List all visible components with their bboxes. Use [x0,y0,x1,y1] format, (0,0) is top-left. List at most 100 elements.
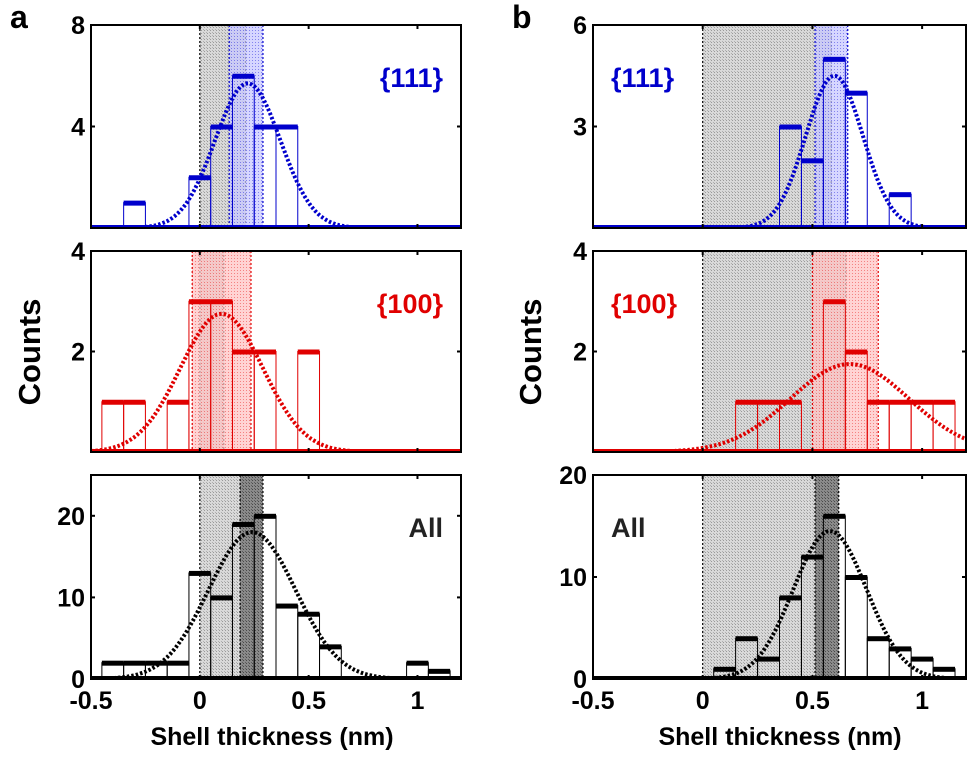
gaussian-fit-curve [91,530,461,679]
y-tick-label: 4 [573,238,587,266]
x-tick-label: 0.5 [291,687,326,715]
y-tick-label: 20 [559,462,587,490]
histogram-bar-cap [123,660,146,666]
histogram-bar-cap [101,399,124,405]
histogram-bar-cap [713,666,736,672]
x-tick-label: -0.5 [69,687,112,715]
subplot-b-111: 3 6 {111} [573,12,967,229]
x-axis-title-a: Shell thickness (nm) [150,723,393,751]
facet-label: All [611,513,646,543]
histogram-bar-cap [145,660,168,666]
histogram-bar-cap [823,513,846,519]
band-dark [240,475,263,679]
x-tick-label: 1 [411,687,425,715]
x-tick-label: 1 [915,687,929,715]
y-tick-label: 6 [573,12,587,40]
y-tick-label: 2 [573,339,587,367]
histogram-bar-cap [845,90,868,96]
y-tick-label: 4 [71,238,85,266]
y-tick-label: 20 [57,503,85,531]
histogram-bar-cap [276,603,298,609]
histogram-bar [888,401,912,452]
histogram-bar-cap [735,636,758,642]
histogram-bar-cap [254,349,276,355]
gaussian-fit-curve [91,311,461,452]
subplot-b-100: 2 4 {100} [573,238,967,453]
facet-label: {111} [611,63,675,93]
histogram-bar-cap [779,124,802,130]
histogram-bar [123,202,146,228]
histogram-bar-cap [167,660,189,666]
plot-area-b-111 [593,25,966,228]
y-tick-label: 2 [71,339,85,367]
histogram-bar-cap [319,644,342,650]
histogram-bar-cap [210,124,233,130]
histogram-bar-cap [232,73,255,79]
histogram-bar-cap [779,399,802,405]
histogram-bar [275,605,299,679]
y-tick-label: 3 [573,114,587,142]
histogram-bar [123,401,146,452]
histogram-bar-cap [911,656,934,662]
histogram-bar-cap [933,666,956,672]
y-tick-label: 0 [573,666,587,694]
histogram-bar-cap [232,349,255,355]
histogram-bar-cap [823,56,846,62]
facet-label: {100} [377,289,444,319]
subplot-a-100: 2 4 {100} [71,238,462,453]
histogram-bar-cap [254,124,276,130]
facet-label: All [408,513,443,543]
plot-area-b-all [593,475,966,679]
histogram-bar-cap [123,399,146,405]
histogram-bar [253,351,277,452]
facet-label: {111} [380,63,444,93]
histogram-bar [319,645,342,679]
y-tick-label: 8 [71,12,85,40]
histogram-bar-cap [801,554,824,560]
panel-letter-a: a [10,0,28,35]
y-tick-label: 10 [57,584,85,612]
histogram-bar-cap [123,200,146,206]
gaussian-fit-curve [593,73,966,228]
histogram-bar [166,401,190,452]
band-dark [815,475,839,679]
y-axis-title-a: Counts [12,299,47,406]
x-axis-title-b: Shell thickness (nm) [658,723,901,751]
subplot-a-111: 4 8 {111} [71,12,462,229]
histogram-bar-cap [757,656,780,662]
facet-label: {100} [611,289,678,319]
histogram-bar-cap [210,595,233,601]
band-gray [702,475,829,679]
x-tick-label: 0 [193,687,207,715]
axes-frame [90,474,462,680]
histogram-bar [866,637,890,679]
plot-area-a-all [91,475,461,679]
histogram-bar-cap [297,349,320,355]
x-tick-label: 0.5 [795,687,830,715]
histogram-bar-cap [735,399,758,405]
histogram-bar-cap [232,521,255,527]
histogram-bar-cap [757,399,780,405]
histogram-bar-cap [801,158,824,164]
panel-letter-b: b [512,0,532,35]
histogram-bar-cap [823,299,846,305]
y-tick-label: 10 [559,564,587,592]
histogram-bar-cap [276,124,298,130]
histogram-bar-cap [188,299,211,305]
histogram-bar-cap [845,575,868,580]
histogram-bar-cap [845,349,868,355]
histogram-bar-cap [406,660,429,666]
band-blue [815,25,848,228]
histogram-bar-cap [210,299,233,305]
band-gray [702,25,832,228]
histogram-bar [101,401,125,452]
histogram-bar [844,576,868,679]
histogram-bar-cap [867,636,890,642]
histogram-bar-cap [889,399,912,405]
histogram-bar-cap [933,399,956,405]
histogram-bar [297,351,321,452]
histogram-bar-cap [867,399,890,405]
